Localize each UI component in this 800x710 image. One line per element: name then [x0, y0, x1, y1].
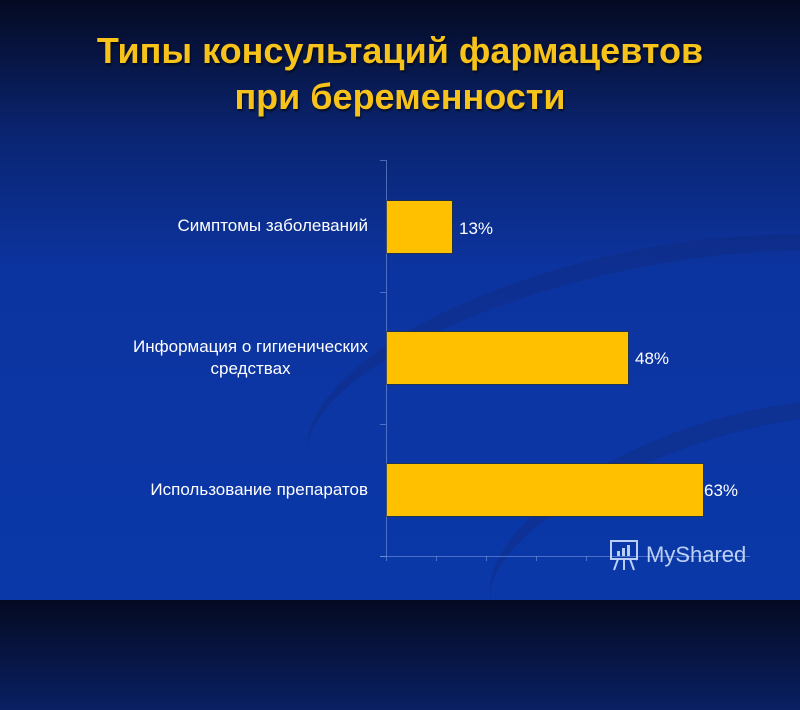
x-tick	[436, 556, 437, 561]
watermark: MyShared	[608, 538, 746, 572]
slide-title: Типы консультаций фармацевтов при береме…	[0, 28, 800, 120]
x-tick	[386, 556, 387, 561]
category-label-drugs: Использование препаратов	[150, 480, 368, 499]
category-label-hygiene-line-1: Информация о гигиенических	[133, 337, 368, 356]
bar-hygiene	[387, 332, 628, 384]
title-line-1: Типы консультаций фармацевтов	[96, 30, 704, 71]
watermark-text: MyShared	[646, 542, 747, 567]
category-label-symptoms: Симптомы заболеваний	[177, 216, 368, 235]
y-tick	[380, 556, 386, 557]
y-tick	[380, 160, 386, 161]
category-label-hygiene-line-2: средствах	[210, 359, 291, 378]
category-label-hygiene: Информация о гигиенических средствах	[133, 336, 368, 380]
y-tick	[380, 424, 386, 425]
bar-drugs	[387, 464, 703, 516]
value-label-symptoms: 13%	[459, 219, 494, 238]
value-label-hygiene: 48%	[635, 349, 670, 368]
x-tick	[486, 556, 487, 561]
x-axis	[380, 556, 750, 557]
x-tick	[586, 556, 587, 561]
x-tick	[686, 556, 687, 561]
title-line-2: при беременности	[234, 76, 566, 117]
y-tick	[380, 292, 386, 293]
y-axis	[386, 160, 387, 556]
bar-symptoms	[387, 201, 452, 253]
presentation-board-icon	[610, 540, 638, 571]
x-tick	[736, 556, 737, 561]
value-label-drugs: 63%	[704, 481, 739, 500]
x-tick	[536, 556, 537, 561]
